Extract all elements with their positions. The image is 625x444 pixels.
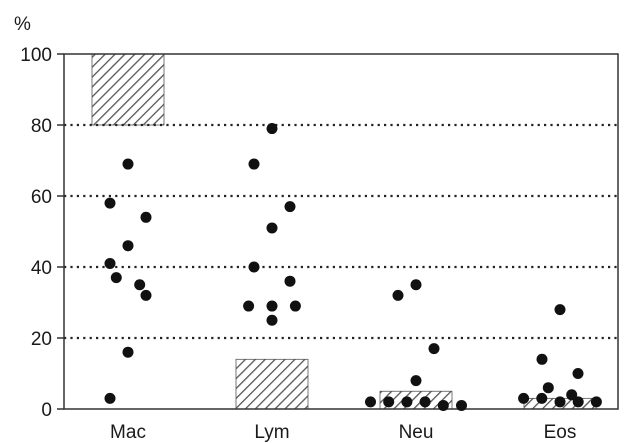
data-point — [248, 261, 260, 273]
category-label-lym: Lym — [254, 422, 289, 443]
data-point — [122, 346, 134, 358]
data-point — [419, 396, 431, 408]
data-point — [266, 222, 278, 234]
y-tick-label-80: 80 — [31, 116, 52, 137]
data-point — [572, 368, 584, 379]
data-point — [572, 396, 584, 408]
data-point — [243, 300, 255, 312]
data-point — [122, 240, 134, 252]
data-point — [542, 382, 554, 394]
data-point — [284, 275, 296, 287]
y-axis-unit-label: % — [14, 14, 31, 35]
y-tick-label-0: 0 — [41, 400, 52, 421]
data-point — [365, 396, 376, 408]
data-point — [248, 158, 260, 170]
data-point — [110, 272, 122, 284]
data-point — [554, 396, 566, 408]
data-point — [437, 399, 449, 411]
reference-ranges — [91, 53, 597, 410]
y-tick-label-40: 40 — [31, 258, 52, 279]
y-tick-label-100: 100 — [20, 45, 52, 66]
data-point — [392, 289, 404, 301]
data-point — [140, 211, 152, 223]
data-points — [104, 123, 602, 411]
data-point — [554, 304, 566, 316]
data-point — [140, 289, 152, 301]
data-point — [104, 257, 116, 269]
data-point — [456, 399, 467, 411]
data-point — [104, 392, 116, 404]
plot-frame — [63, 53, 619, 410]
gridlines — [64, 123, 618, 340]
data-point — [590, 396, 602, 408]
data-point — [401, 396, 413, 408]
data-point — [122, 158, 134, 170]
data-point — [266, 314, 278, 326]
data-point — [284, 201, 296, 213]
data-point — [134, 279, 146, 291]
data-point — [428, 343, 440, 355]
data-point — [566, 389, 578, 401]
data-point — [536, 392, 548, 404]
category-label-eos: Eos — [544, 422, 577, 443]
data-point — [266, 300, 278, 312]
y-axis: 0 20 40 60 80 100 — [20, 45, 64, 421]
data-point — [289, 300, 301, 312]
data-point — [104, 197, 116, 209]
category-label-neu: Neu — [399, 422, 434, 443]
data-point — [536, 353, 548, 365]
data-point — [410, 375, 422, 387]
reference-range-lym — [235, 358, 309, 410]
data-point — [518, 392, 530, 404]
data-point — [266, 123, 278, 135]
x-axis: Mac Lym Neu Eos — [110, 422, 576, 443]
reference-range-mac — [91, 53, 165, 126]
y-tick-label-60: 60 — [31, 187, 52, 208]
y-tick-label-20: 20 — [31, 329, 52, 350]
data-point — [410, 279, 422, 291]
data-point — [383, 396, 395, 408]
category-label-mac: Mac — [110, 422, 146, 443]
